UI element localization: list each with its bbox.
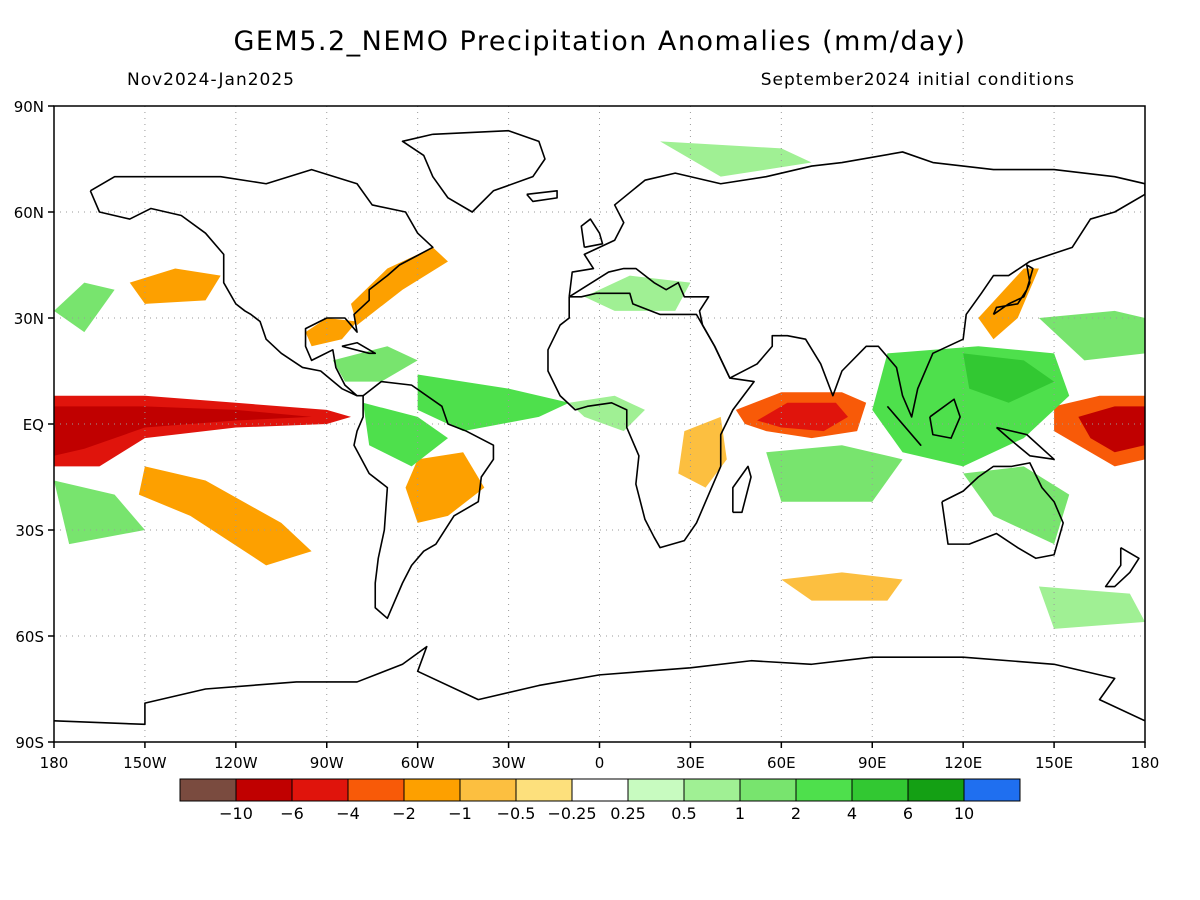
colorbar-swatch (291, 778, 349, 802)
lon-label: 30E (676, 754, 705, 772)
colorbar-swatch (571, 778, 629, 802)
lon-label: 150W (123, 754, 167, 772)
lon-label: 60E (767, 754, 796, 772)
coastline-new-zealand (1104, 546, 1140, 588)
anomaly-indian-ocean-core (757, 402, 849, 432)
lon-label: 90W (310, 754, 344, 772)
initial-conditions: September2024 initial conditions (760, 70, 1075, 90)
anomaly-arctic-wet (660, 141, 812, 177)
colorbar-swatch (907, 778, 965, 802)
colorbar-label: −0.25 (547, 804, 596, 823)
colorbar-label: −0.5 (497, 804, 536, 823)
anomaly-brazil-dry (405, 452, 485, 523)
anomaly-equatorial-pacific-core (54, 406, 312, 456)
colorbar-swatch (627, 778, 685, 802)
coastline-south-america (353, 380, 495, 620)
coastline-uk (580, 218, 604, 249)
colorbar-swatch (347, 778, 405, 802)
coastline-australia (941, 462, 1064, 560)
anomaly-west-pacific-core (1078, 406, 1145, 453)
chart-title: GEM5.2_NEMO Precipitation Anomalies (mm/… (233, 26, 967, 57)
lon-label: 180 (1131, 754, 1160, 772)
colorbar-label: −6 (280, 804, 304, 823)
lon-label: 90E (858, 754, 887, 772)
colorbar-swatch (683, 778, 741, 802)
lat-label: EQ (23, 416, 44, 434)
colorbar-swatch (459, 778, 517, 802)
colorbar-swatch (851, 778, 909, 802)
coastline-sumatra (886, 405, 922, 447)
anomaly-tropical-atlantic-wet (417, 374, 570, 432)
anomaly-caribbean-wet (332, 346, 418, 382)
colorbar: −10 −6 −4 −2 −1 −0.5 −0.25 0.25 0.5 1 2 4 6 10 (179, 778, 1021, 823)
anomaly-west-africa-wet (569, 395, 645, 432)
colorbar-swatch (179, 778, 237, 802)
colorbar-label: 0.5 (671, 804, 696, 823)
anomaly-north-pacific-wet (54, 282, 115, 333)
colorbar-label: −4 (336, 804, 360, 823)
lon-label: 180 (40, 754, 69, 772)
anomaly-southern-ocean-west-wet (1038, 586, 1145, 629)
anomaly-north-pacific-dry (129, 268, 221, 304)
colorbar-swatch (963, 778, 1021, 802)
colorbar-label: 0.25 (610, 804, 646, 823)
colorbar-swatch (795, 778, 853, 802)
coastline-antarctica (54, 645, 1145, 726)
lon-label: 120W (214, 754, 258, 772)
coastline-iceland (526, 190, 558, 203)
coastline-asia (568, 151, 1145, 418)
coastline-japan (992, 264, 1034, 316)
coastline-new-guinea (995, 426, 1055, 461)
lat-label: 60S (15, 628, 44, 646)
lat-label: 60N (14, 204, 44, 222)
anomaly-east-africa-dry (678, 416, 727, 488)
coastline-eurasia-africa (547, 292, 755, 549)
anomaly-fill-layer (54, 141, 1145, 629)
anomaly-amazon-wet (363, 402, 448, 467)
colorbar-label: 6 (903, 804, 913, 823)
anomaly-south-indian-wet (766, 445, 903, 502)
colorbar-swatch (235, 778, 293, 802)
lon-label: 150E (1035, 754, 1073, 772)
lat-label: 90S (15, 734, 44, 752)
colorbar-label: 4 (847, 804, 857, 823)
anomaly-south-pacific-wet (54, 480, 145, 545)
anomaly-gulf-of-mexico-dry (305, 318, 358, 347)
lat-label: 30S (15, 522, 44, 540)
colorbar-label: 10 (954, 804, 974, 823)
anomaly-maritime-core-wet (963, 353, 1055, 403)
anomaly-southern-ocean-dry (781, 572, 903, 601)
colorbar-label: −1 (448, 804, 472, 823)
anomaly-south-pacific-dry (138, 466, 312, 566)
lon-label: 60W (401, 754, 435, 772)
coastline-cuba (341, 341, 377, 355)
colorbar-swatch (403, 778, 461, 802)
anomaly-north-atlantic-dry (350, 247, 448, 326)
colorbar-swatch (739, 778, 797, 802)
colorbar-swatch (515, 778, 573, 802)
anomaly-northwest-pacific-wet (1038, 310, 1145, 361)
colorbar-label: 1 (735, 804, 745, 823)
colorbar-label: 2 (791, 804, 801, 823)
forecast-period: Nov2024-Jan2025 (127, 70, 295, 90)
coastline-borneo (929, 398, 961, 439)
coastline-layer (54, 129, 1145, 726)
anomaly-australia-wet (963, 466, 1070, 545)
coastline-north-america (89, 168, 434, 397)
lon-label: 30W (492, 754, 526, 772)
colorbar-label: −10 (219, 804, 253, 823)
colorbar-label: −2 (392, 804, 416, 823)
graticule (54, 106, 1145, 742)
lat-label: 90N (14, 98, 44, 116)
lon-label: 120E (944, 754, 982, 772)
lon-label: 0 (595, 754, 605, 772)
lat-label: 30N (14, 310, 44, 328)
axis-ticks: 90N 60N 30N EQ 30S 60S 90S 180 150W 120W 90W 60W 30W… (14, 98, 1160, 772)
coastline-madagascar (732, 465, 752, 514)
coastline-greenland (401, 129, 546, 213)
anomaly-mediterranean-wet (584, 275, 691, 311)
